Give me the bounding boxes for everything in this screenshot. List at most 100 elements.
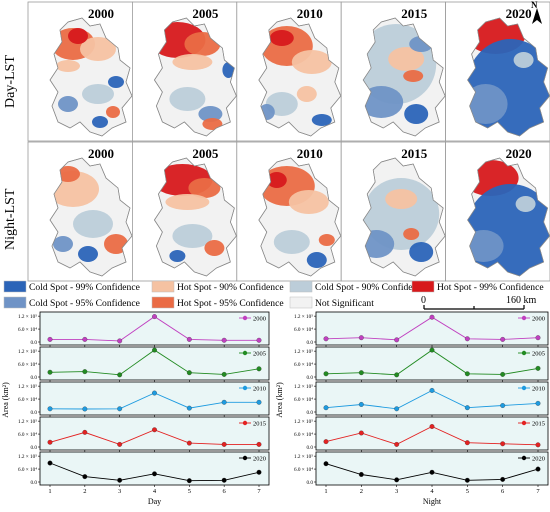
- data-point: [117, 406, 123, 412]
- y-tick-label: 0.0: [31, 375, 38, 381]
- legend-label: Hot Spot - 90% Confidence: [177, 282, 284, 293]
- legend-marker: [242, 385, 248, 391]
- data-point: [429, 388, 435, 393]
- data-point: [221, 371, 227, 377]
- legend-label: Hot Spot - 99% Confidence: [437, 282, 544, 293]
- subplot-frame: [39, 416, 270, 451]
- y-tick-label: 1.2 × 10⁵: [18, 419, 37, 425]
- map-panel: 2000: [27, 1, 133, 142]
- data-point: [256, 366, 262, 372]
- data-point: [535, 466, 541, 472]
- data-point: [429, 424, 435, 429]
- data-point: [500, 371, 506, 377]
- legend-item: Not Significant: [289, 296, 374, 309]
- legend-label: Hot Spot - 95% Confidence: [177, 298, 284, 309]
- data-point: [500, 336, 506, 342]
- data-point: [500, 441, 506, 447]
- map-year-label: 2015: [401, 146, 428, 161]
- data-point: [464, 440, 470, 446]
- data-point: [47, 406, 53, 412]
- data-point: [500, 403, 506, 408]
- legend-swatch: [151, 296, 175, 309]
- x-tick-label: 5: [466, 488, 469, 495]
- data-point: [358, 335, 364, 341]
- series-legend-label: 2000: [253, 316, 266, 323]
- data-point: [256, 399, 262, 405]
- y-tick-label: 1.2 × 10⁵: [18, 314, 37, 320]
- y-tick-label: 0.0: [307, 340, 314, 346]
- data-point: [152, 390, 157, 396]
- data-point: [117, 441, 123, 447]
- map-panel: 2000: [27, 141, 133, 282]
- legend-swatch: [3, 296, 27, 309]
- chart-subplot: 0.0 6.0 × 10⁴ 1.2 × 10⁵ 1 2 3 4 5 6 7 2020: [294, 451, 549, 495]
- series-legend-label: 2005: [532, 351, 545, 358]
- x-axis-label: Night: [423, 497, 442, 506]
- y-tick-label: 6.0 × 10⁴: [294, 327, 313, 333]
- y-tick-label: 6.0 × 10⁴: [294, 362, 313, 368]
- data-point: [47, 369, 53, 375]
- map-panel: 2015: [340, 1, 447, 142]
- data-point: [186, 370, 192, 376]
- x-tick-label: 1: [324, 488, 327, 495]
- legend-marker: [242, 455, 248, 461]
- data-point: [152, 471, 157, 477]
- series-legend-label: 2020: [532, 456, 545, 463]
- data-point: [323, 461, 329, 467]
- row-label-night: Night-LST: [3, 188, 18, 250]
- data-point: [535, 365, 541, 371]
- map-year-label: 2010: [297, 6, 323, 21]
- legend-swatch: [151, 280, 175, 293]
- legend-marker: [521, 315, 527, 321]
- x-tick-label: 6: [223, 488, 227, 495]
- y-tick-label: 0.0: [307, 445, 314, 451]
- legend-marker: [521, 385, 527, 391]
- legend-swatch: [411, 280, 435, 293]
- legend-label: Not Significant: [315, 298, 374, 309]
- data-point: [221, 441, 227, 447]
- y-axis-label: Area (km²): [275, 382, 284, 418]
- data-point: [186, 440, 192, 446]
- data-point: [186, 478, 192, 484]
- data-point: [221, 477, 227, 483]
- data-point: [47, 336, 53, 342]
- data-point: [429, 314, 435, 320]
- map-year-label: 2005: [192, 146, 219, 161]
- data-point: [221, 337, 227, 343]
- map-panel: 2020: [445, 1, 550, 142]
- legend-marker: [242, 315, 248, 321]
- y-tick-label: 1.2 × 10⁵: [18, 349, 37, 355]
- data-point: [323, 371, 329, 377]
- y-tick-label: 6.0 × 10⁴: [294, 432, 313, 438]
- data-point: [500, 476, 506, 482]
- data-point: [47, 439, 53, 445]
- data-point: [152, 347, 157, 353]
- x-tick-label: 7: [536, 488, 540, 495]
- row-label-day: Day-LST: [3, 55, 18, 108]
- y-tick-label: 0.0: [31, 410, 38, 416]
- data-point: [394, 337, 400, 343]
- data-point: [82, 406, 88, 412]
- legend-marker: [242, 350, 248, 356]
- y-tick-label: 1.2 × 10⁵: [294, 349, 313, 355]
- data-point: [394, 441, 400, 447]
- data-point: [82, 336, 88, 342]
- data-point: [47, 460, 53, 466]
- legend: Cold Spot - 99% Confidence Hot Spot - 90%…: [3, 280, 544, 309]
- x-tick-label: 4: [430, 488, 434, 495]
- data-point: [464, 477, 470, 483]
- series-legend-label: 2015: [253, 421, 266, 428]
- data-point: [186, 336, 192, 342]
- legend-label: Cold Spot - 95% Confidence: [29, 298, 140, 309]
- data-point: [82, 429, 88, 435]
- map-panel: 2010: [236, 141, 342, 282]
- y-tick-label: 6.0 × 10⁴: [294, 467, 313, 473]
- data-point: [464, 405, 470, 411]
- map-year-label: 2005: [192, 6, 219, 21]
